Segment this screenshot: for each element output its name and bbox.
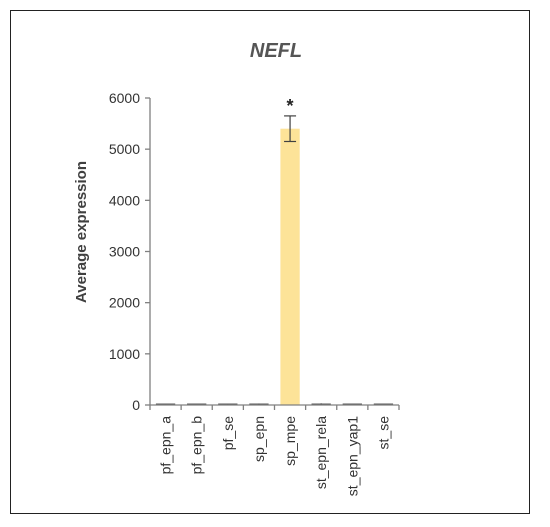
x-tick-label: sp_epn — [251, 416, 267, 462]
bar-chart: NEFL Average expression * 0 1000 2000 3000 4… — [73, 40, 400, 496]
y-tick-label: 0 — [132, 397, 140, 413]
bar-st_se — [373, 403, 394, 405]
bar-sp_mpe — [280, 128, 300, 405]
x-tick-label: st_se — [375, 416, 391, 450]
chart-title: NEFL — [250, 40, 302, 62]
y-tick-label: 5000 — [109, 141, 140, 157]
x-tick-label: pf_se — [220, 416, 236, 450]
bar-pf_epn_b — [187, 403, 207, 405]
x-axis-labels: pf_epn_a pf_epn_b pf_se sp_epn sp_mpe st_epn_… — [158, 416, 392, 496]
y-axis-title: Average expression — [73, 161, 90, 303]
bar-pf_se — [218, 403, 238, 405]
x-tick-label: pf_epn_b — [189, 416, 205, 475]
significance-annotation: * — [287, 96, 294, 116]
x-tick-label: pf_epn_a — [158, 416, 174, 475]
x-tick-label: sp_mpe — [282, 416, 298, 466]
bar-pf_epn_a — [155, 403, 176, 405]
y-tick-label: 1000 — [109, 346, 140, 362]
chart-frame: NEFL Average expression * 0 1000 2000 3000 4… — [10, 10, 530, 514]
x-tick-label: st_epn_yap1 — [344, 416, 360, 496]
y-tick-label: 2000 — [109, 295, 140, 311]
x-tick-label: st_epn_rela — [313, 416, 329, 489]
y-axis-ticks: 0 1000 2000 3000 4000 5000 6000 — [109, 90, 400, 413]
y-tick-label: 3000 — [109, 244, 140, 260]
y-tick-label: 6000 — [109, 90, 140, 106]
bar-st_epn_yap1 — [342, 403, 362, 405]
y-tick-label: 4000 — [109, 192, 140, 208]
bars — [155, 115, 394, 405]
